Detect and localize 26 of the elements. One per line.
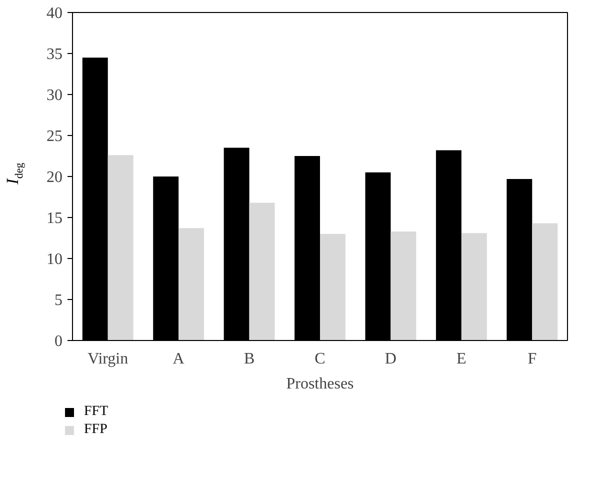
x-tick-label: F (528, 350, 537, 368)
legend-label: FFT (84, 403, 108, 421)
x-tick-label: A (172, 350, 185, 368)
x-tick-label: D (384, 350, 396, 368)
y-tick-label: 10 (46, 251, 62, 268)
y-tick-label: 20 (46, 169, 62, 186)
y-tick-label: 5 (54, 292, 62, 309)
bar (249, 202, 275, 340)
y-tick-label: 40 (46, 5, 62, 22)
bar (532, 223, 558, 340)
bar (320, 234, 346, 340)
x-tick-label: B (244, 350, 255, 368)
y-tick-label: 35 (46, 46, 62, 63)
bar (108, 155, 134, 340)
y-tick-label: 30 (46, 87, 62, 104)
y-tick-label: 25 (46, 128, 62, 145)
bar (461, 233, 487, 340)
x-tick-label: Virgin (88, 350, 128, 368)
x-axis-title: Prostheses (286, 376, 354, 392)
legend-label: FFP (84, 421, 108, 439)
x-tick-label: C (314, 350, 326, 368)
bar (178, 228, 204, 340)
bar (390, 231, 416, 340)
x-tick-label: E (456, 350, 466, 368)
y-tick-label: 0 (54, 333, 62, 350)
y-tick-label: 15 (46, 210, 62, 227)
